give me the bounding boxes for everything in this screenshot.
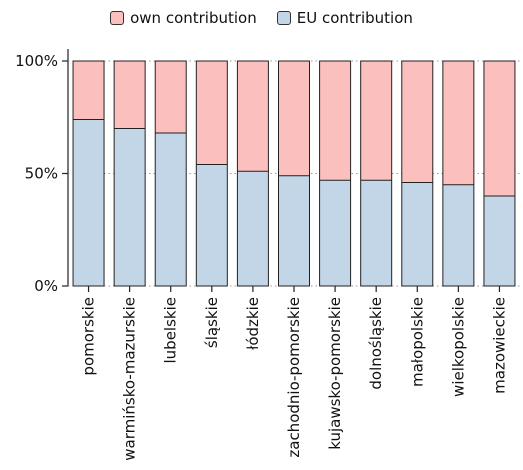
x-tick-label: lubelskie: [162, 297, 180, 364]
x-tick-label: kujawsko-pomorskie: [326, 297, 344, 450]
bar-segment-own: [114, 61, 146, 129]
bar-segment-eu: [319, 180, 351, 286]
legend: own contribution EU contribution: [0, 9, 523, 27]
bar-segment-eu: [73, 119, 105, 286]
x-tick-label: łódzkie: [244, 297, 262, 350]
x-tick-label: mazowieckie: [490, 297, 508, 394]
bar-segment-own: [196, 61, 228, 165]
legend-label-eu: EU contribution: [296, 9, 413, 27]
legend-item-own: own contribution: [110, 9, 257, 27]
bar-segment-eu: [155, 133, 187, 286]
bar-segment-own: [278, 61, 310, 176]
bar-segment-eu: [278, 175, 310, 286]
legend-label-own: own contribution: [130, 9, 257, 27]
bar-segment-own: [319, 61, 351, 181]
bar-segment-eu: [360, 180, 392, 286]
x-tick-label: wielkopolskie: [449, 297, 467, 397]
bar-segment-own: [401, 61, 433, 183]
x-tick-label: pomorskie: [80, 297, 98, 376]
bar-segment-eu: [401, 182, 433, 286]
bar-segment-own: [360, 61, 392, 181]
legend-swatch-own: [110, 11, 125, 25]
legend-swatch-eu: [276, 11, 291, 25]
x-tick-label: małopolskie: [408, 297, 426, 387]
y-tick-label: 100%: [15, 52, 58, 70]
y-tick-label: 0%: [34, 277, 58, 295]
bar-segment-eu: [237, 171, 269, 286]
y-tick-label: 50%: [25, 165, 58, 183]
x-tick-label: dolnośląskie: [367, 297, 385, 390]
bar-segment-own: [442, 61, 474, 185]
x-tick-label: zachodnio-pomorskie: [285, 297, 303, 458]
bar-segment-eu: [483, 196, 515, 286]
bar-segment-own: [483, 61, 515, 196]
bar-segment-own: [237, 61, 269, 172]
bar-segment-own: [155, 61, 187, 133]
bar-segment-eu: [114, 128, 146, 286]
x-tick-label: śląskie: [203, 297, 221, 348]
bar-segment-own: [73, 61, 105, 120]
bar-segment-eu: [196, 164, 228, 286]
legend-item-eu: EU contribution: [276, 9, 413, 27]
x-tick-label: warmińsko-mazurskie: [121, 297, 139, 461]
bar-segment-eu: [442, 184, 474, 286]
